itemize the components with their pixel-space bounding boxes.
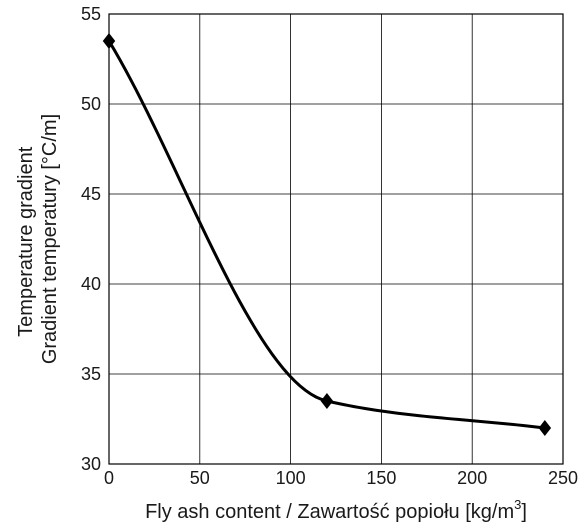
- x-tick-label-5: 250: [548, 468, 578, 488]
- grid-lines: [109, 14, 563, 464]
- data-point-2: [538, 420, 552, 436]
- x-axis-label: Fly ash content / Zawartość popiołu [kg/…: [145, 497, 527, 523]
- data-point-1: [320, 393, 334, 409]
- x-axis: 0 50 100 150 200 250: [104, 468, 578, 488]
- y-axis: 30 35 40 45 50 55: [81, 4, 101, 474]
- y-axis-label-line-2: Gradient temperatury [°C/m]: [39, 114, 61, 364]
- y-tick-label-1: 35: [81, 364, 101, 384]
- data-point-0: [102, 33, 116, 49]
- series-curve: [107, 40, 546, 430]
- x-tick-label-2: 100: [276, 468, 306, 488]
- y-tick-label-0: 30: [81, 454, 101, 474]
- y-axis-label: Temperature gradient Gradient temperatur…: [15, 114, 61, 364]
- x-tick-label-4: 200: [457, 468, 487, 488]
- y-tick-label-3: 45: [81, 184, 101, 204]
- x-tick-label-1: 50: [190, 468, 210, 488]
- x-tick-label-0: 0: [104, 468, 114, 488]
- y-tick-label-2: 40: [81, 274, 101, 294]
- series-markers: [102, 33, 552, 436]
- y-tick-label-5: 55: [81, 4, 101, 24]
- y-axis-label-line-1: Temperature gradient: [15, 146, 37, 337]
- y-tick-label-4: 50: [81, 94, 101, 114]
- x-tick-label-3: 150: [366, 468, 396, 488]
- plot-area: [108, 13, 564, 465]
